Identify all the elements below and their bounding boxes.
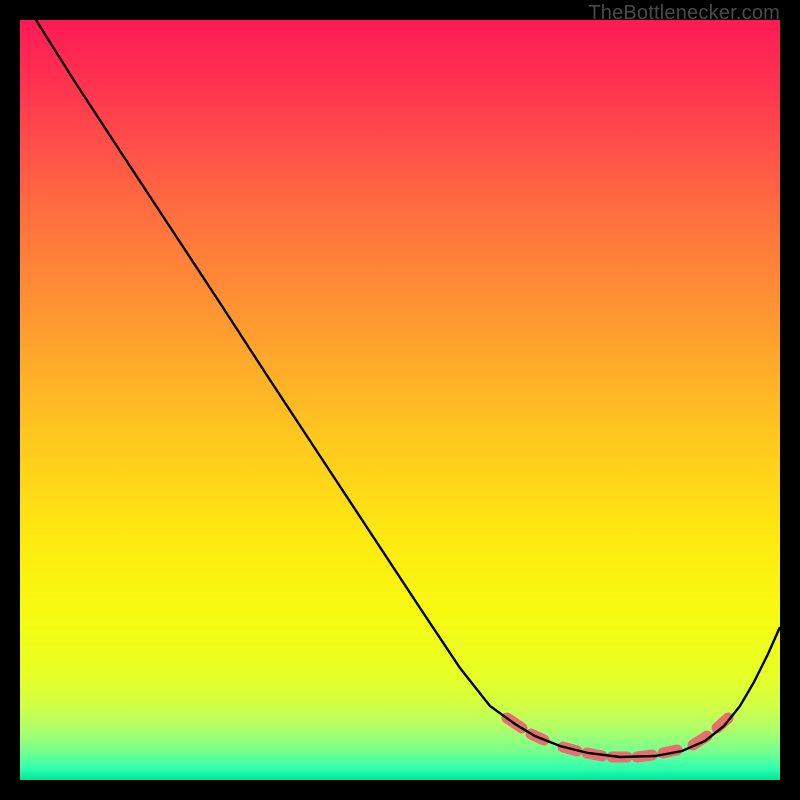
- curve-layer: [20, 20, 780, 780]
- plot-area: [20, 20, 780, 780]
- chart-frame: TheBottlenecker.com: [0, 0, 800, 800]
- watermark-text: TheBottlenecker.com: [588, 2, 780, 25]
